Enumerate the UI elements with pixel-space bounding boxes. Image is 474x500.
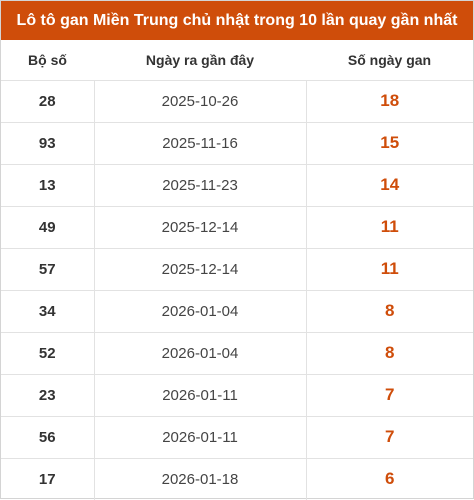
days-cell: 7 — [306, 416, 473, 459]
page-title: Lô tô gan Miền Trung chủ nhật trong 10 l… — [1, 1, 473, 40]
number-cell: 13 — [1, 164, 95, 207]
number-cell: 23 — [1, 374, 95, 417]
date-cell: 2025-11-16 — [94, 122, 307, 165]
table-row: 93 2025-11-16 15 — [1, 122, 473, 165]
number-cell: 56 — [1, 416, 95, 459]
number-cell: 34 — [1, 290, 95, 333]
date-cell: 2026-01-04 — [94, 290, 307, 333]
date-cell: 2025-11-23 — [94, 164, 307, 207]
days-cell: 8 — [306, 290, 473, 333]
table-row: 28 2025-10-26 18 — [1, 80, 473, 123]
date-cell: 2026-01-11 — [94, 374, 307, 417]
table-row: 57 2025-12-14 11 — [1, 248, 473, 291]
column-header-date: Ngày ra gần đây — [94, 40, 306, 81]
days-cell: 6 — [385, 469, 395, 489]
days-cell: 11 — [306, 248, 473, 291]
table-row: 17 2026-01-18 6 — [1, 458, 473, 500]
gan-table: Bộ số Ngày ra gần đây Số ngày gan 28 202… — [1, 40, 473, 500]
date-cell: 2026-01-11 — [94, 416, 307, 459]
number-cell: 52 — [1, 332, 95, 375]
column-header-number: Bộ số — [1, 40, 94, 81]
days-cell: 15 — [306, 122, 473, 165]
date-cell: 2025-10-26 — [94, 80, 307, 123]
days-cell: 7 — [306, 374, 473, 417]
date-cell: 2026-01-04 — [94, 332, 307, 375]
table-header-row: Bộ số Ngày ra gần đây Số ngày gan — [1, 40, 473, 81]
date-cell: 2025-12-14 — [94, 248, 307, 291]
days-cell: 11 — [306, 206, 473, 249]
date-cell: 2025-12-14 — [94, 206, 307, 249]
table-row: 52 2026-01-04 8 — [1, 332, 473, 375]
days-cell: 18 — [306, 80, 473, 123]
table-row: 34 2026-01-04 8 — [1, 290, 473, 333]
table-row: 49 2025-12-14 11 — [1, 206, 473, 249]
number-cell: 49 — [1, 206, 95, 249]
table-row: 23 2026-01-11 7 — [1, 374, 473, 417]
number-cell: 93 — [1, 122, 95, 165]
number-cell: 28 — [1, 80, 95, 123]
number-cell: 17 — [1, 458, 95, 500]
date-cell: 2026-01-18 — [94, 458, 307, 500]
days-cell: 14 — [306, 164, 473, 207]
column-header-days: Số ngày gan — [306, 40, 473, 81]
table-row: 56 2026-01-11 7 — [1, 416, 473, 459]
number-cell: 57 — [1, 248, 95, 291]
table-row: 13 2025-11-23 14 — [1, 164, 473, 207]
days-cell: 8 — [306, 332, 473, 375]
